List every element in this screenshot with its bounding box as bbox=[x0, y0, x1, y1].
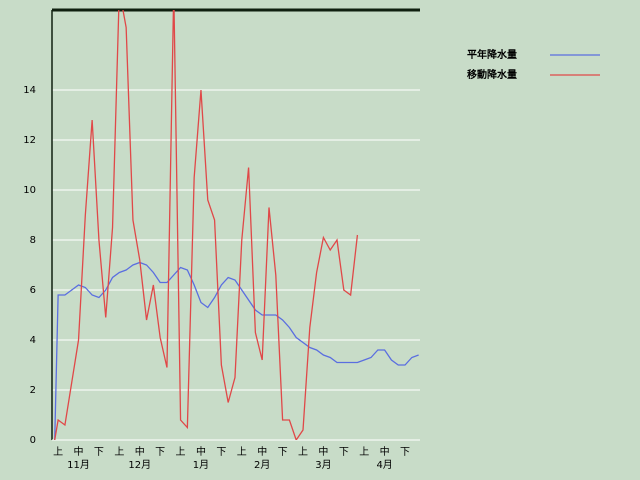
x-tick-label: 中 bbox=[135, 445, 145, 458]
x-tick-label: 上 bbox=[359, 446, 369, 458]
x-tick-label: 上 bbox=[176, 446, 186, 458]
x-tick-label: 下 bbox=[400, 447, 410, 458]
y-tick-label: 4 bbox=[30, 335, 36, 346]
y-tick-label: 6 bbox=[30, 285, 36, 296]
x-tick-label: 下 bbox=[216, 447, 226, 458]
month-label: 1月 bbox=[193, 459, 209, 471]
x-tick-label: 上 bbox=[237, 446, 247, 458]
x-tick-label: 下 bbox=[339, 447, 349, 458]
x-tick-label: 下 bbox=[94, 447, 104, 458]
data-line bbox=[54, 10, 359, 440]
y-tick-label: 12 bbox=[23, 135, 36, 146]
x-tick-label: 上 bbox=[298, 446, 308, 458]
y-tick-label: 10 bbox=[23, 185, 36, 196]
month-label: 2月 bbox=[254, 459, 270, 471]
plot-area bbox=[54, 10, 419, 440]
x-tick-label: 上 bbox=[114, 446, 124, 458]
x-tick-label: 下 bbox=[278, 447, 288, 458]
y-tick-label: 2 bbox=[30, 385, 36, 396]
data-line bbox=[54, 261, 419, 440]
x-tick-label: 上 bbox=[53, 446, 63, 458]
x-tick-label: 下 bbox=[155, 447, 165, 458]
month-label: 4月 bbox=[376, 459, 392, 471]
x-tick-label: 中 bbox=[74, 445, 84, 458]
x-tick-label: 中 bbox=[380, 445, 390, 458]
month-label: 11月 bbox=[67, 459, 90, 471]
y-tick-label: 14 bbox=[23, 85, 36, 96]
month-label: 3月 bbox=[315, 459, 331, 471]
y-tick-label: 8 bbox=[30, 235, 36, 246]
legend-label: 平年降水量 bbox=[467, 48, 517, 61]
legend-label: 移動降水量 bbox=[467, 68, 517, 81]
x-tick-label: 中 bbox=[257, 445, 267, 458]
x-tick-label: 中 bbox=[196, 445, 206, 458]
month-label: 12月 bbox=[128, 459, 151, 471]
x-tick-label: 中 bbox=[318, 445, 328, 458]
y-tick-label: 0 bbox=[30, 435, 36, 446]
